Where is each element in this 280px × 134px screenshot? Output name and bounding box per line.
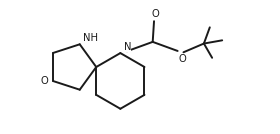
Text: NH: NH (83, 33, 98, 43)
Text: N: N (123, 42, 131, 52)
Text: O: O (151, 9, 159, 18)
Text: O: O (179, 54, 187, 64)
Text: O: O (41, 76, 48, 86)
